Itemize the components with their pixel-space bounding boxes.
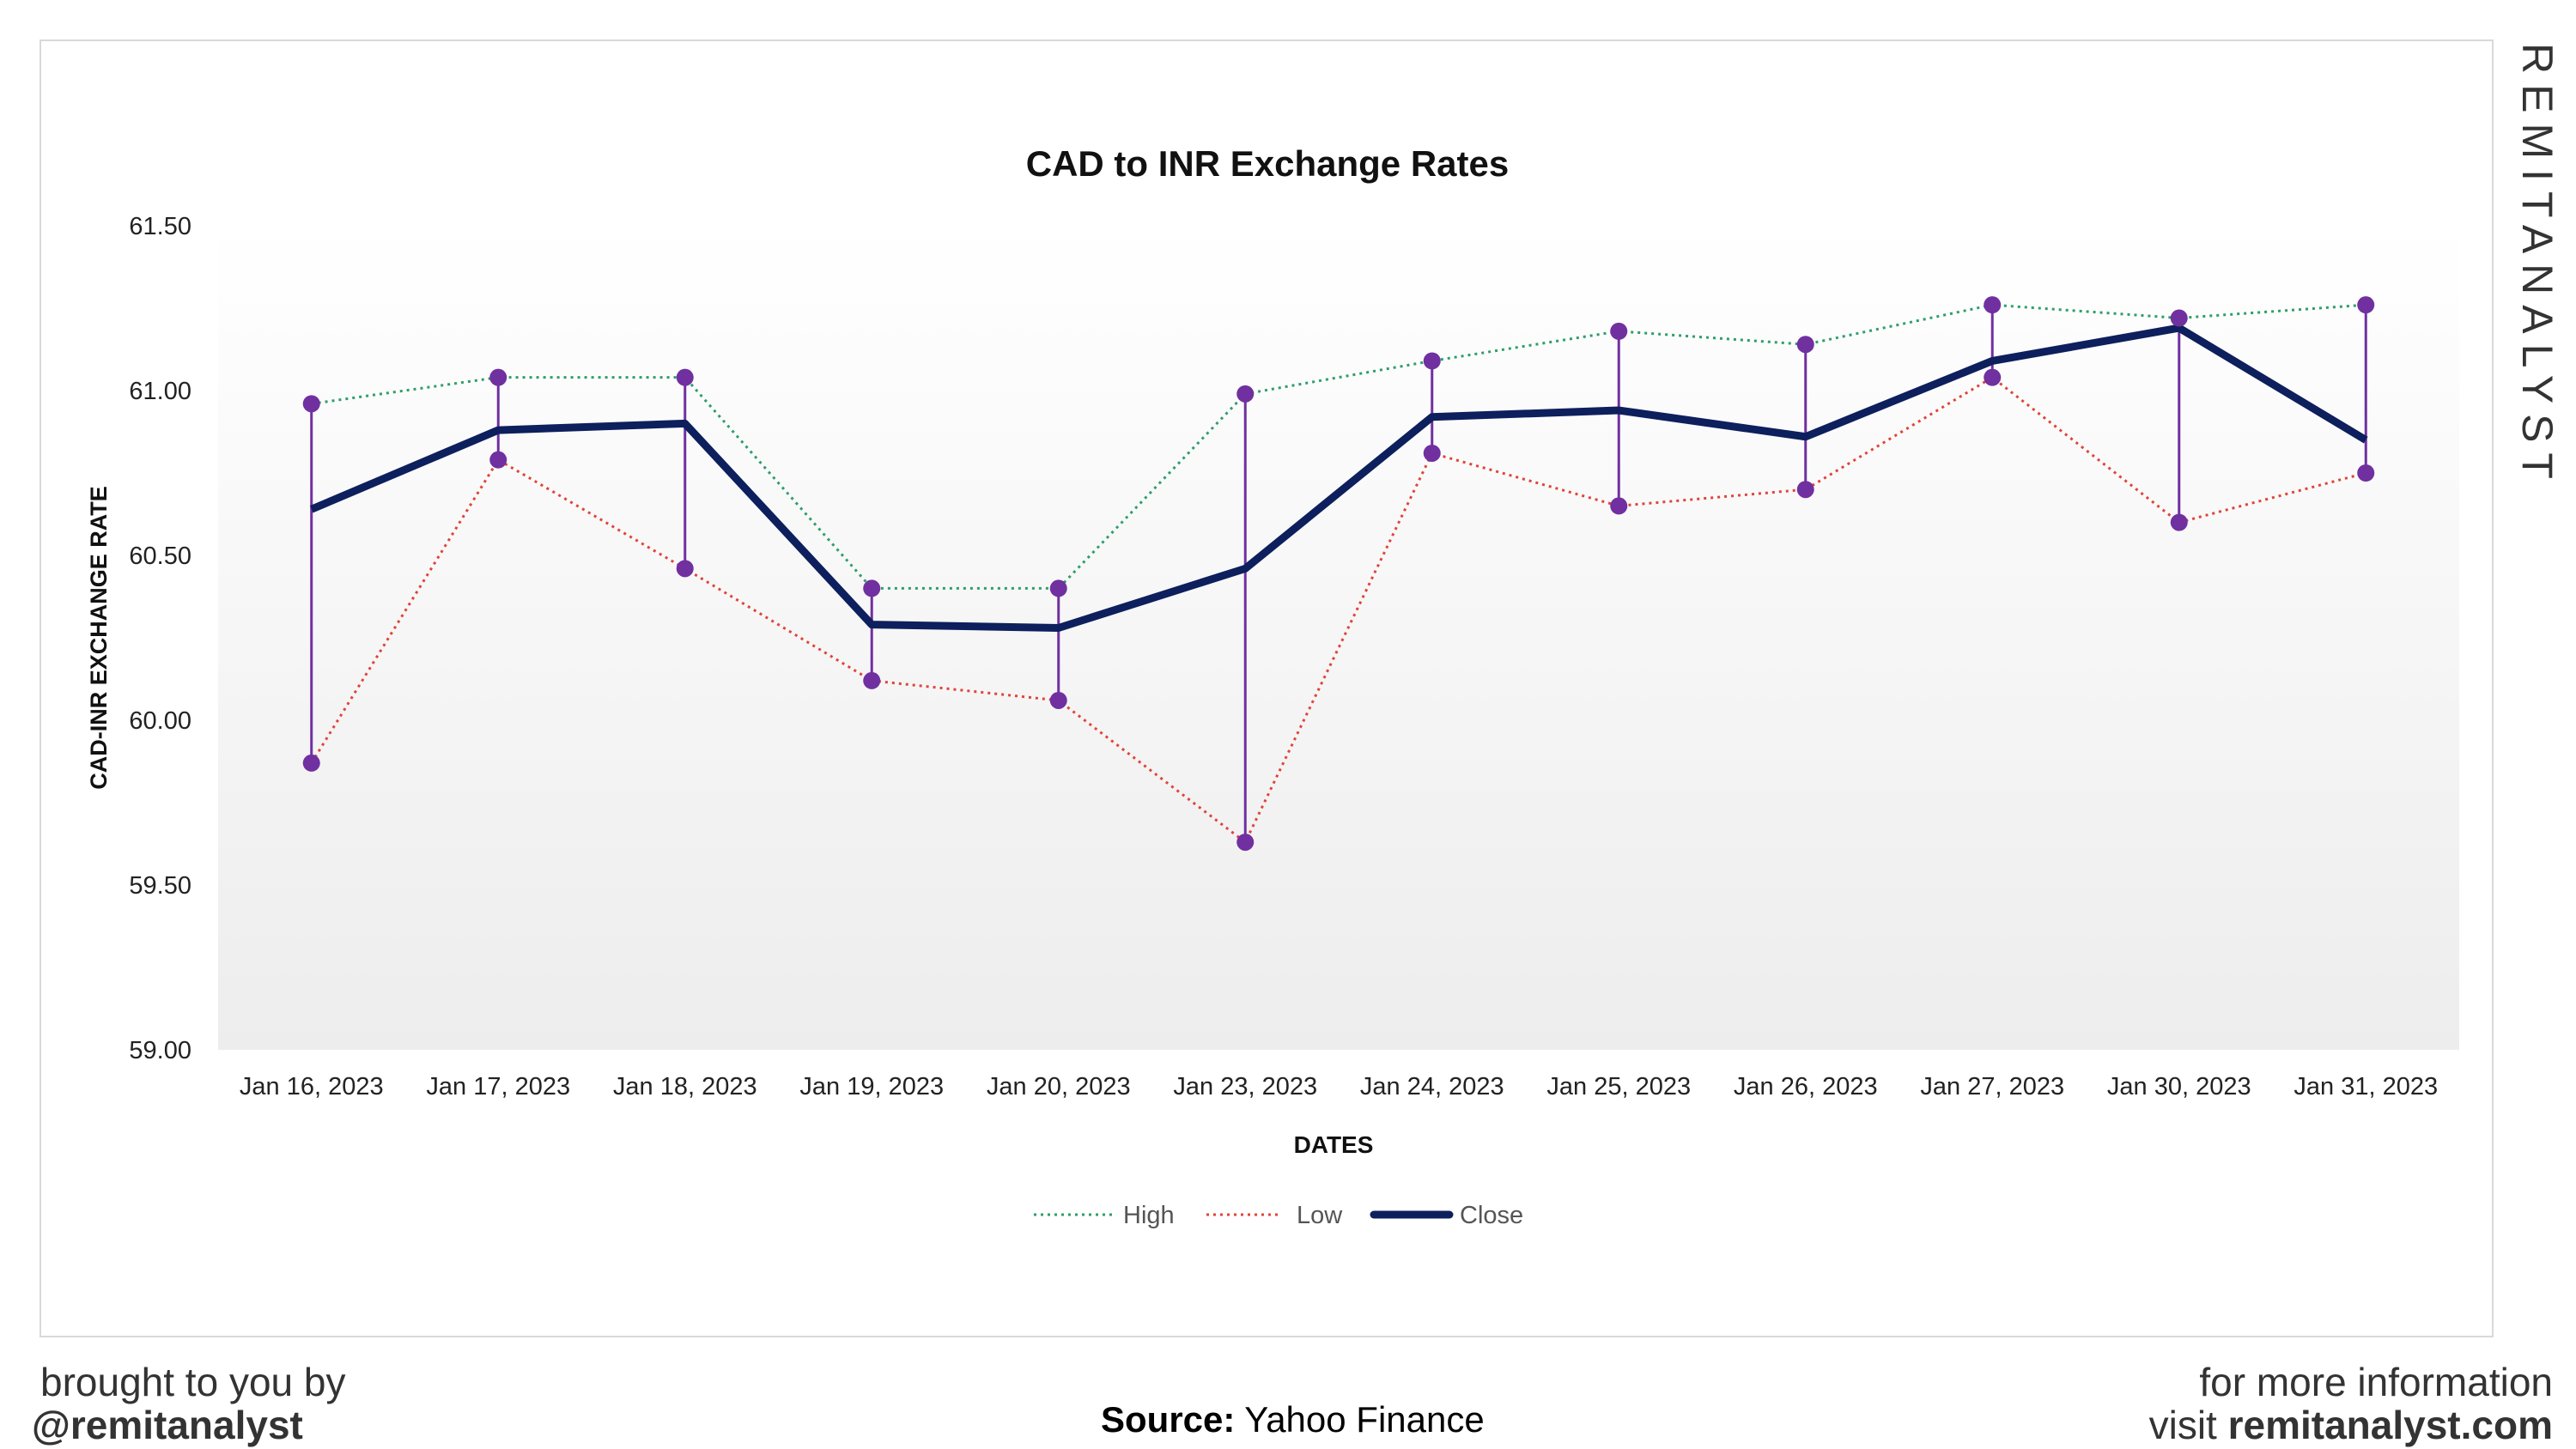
marker-low	[676, 560, 694, 578]
x-tick-label: Jan 24, 2023	[1360, 1073, 1504, 1100]
marker-high	[1236, 385, 1255, 403]
x-tick-label: Jan 25, 2023	[1546, 1073, 1691, 1100]
plot-area	[218, 226, 2459, 1050]
x-tick-label: Jan 17, 2023	[426, 1073, 570, 1100]
legend-label-close: Close	[1460, 1202, 1523, 1229]
x-tick-label: Jan 31, 2023	[2293, 1073, 2438, 1100]
y-tick-label: 61.50	[129, 213, 191, 240]
legend-label-high: High	[1123, 1202, 1175, 1229]
x-axis-label: DATES	[1294, 1131, 1374, 1158]
x-tick-label: Jan 23, 2023	[1173, 1073, 1317, 1100]
x-tick-label: Jan 16, 2023	[240, 1073, 384, 1100]
marker-high	[676, 368, 694, 386]
y-tick-label: 60.00	[129, 707, 191, 735]
marker-high	[2170, 309, 2188, 327]
footer-info: for more information visit remitanalyst.…	[2149, 1361, 2553, 1446]
marker-low	[1796, 481, 1814, 499]
x-tick-label: Jan 20, 2023	[987, 1073, 1131, 1100]
x-tick-label: Jan 19, 2023	[799, 1073, 944, 1100]
footer-info-line1: for more information	[2199, 1360, 2553, 1404]
source-value: Yahoo Finance	[1244, 1399, 1485, 1440]
source-label: Source:	[1101, 1399, 1236, 1440]
series-line-low	[310, 375, 2366, 845]
marker-high	[302, 395, 320, 413]
y-tick-label: 59.00	[129, 1037, 191, 1064]
marker-low	[302, 754, 320, 772]
footer-credit: brought to you by @remitanalyst	[32, 1360, 346, 1446]
footer-site-link[interactable]: remitanalyst.com	[2227, 1403, 2553, 1447]
brand-vertical-text: REMITANALYST	[2513, 43, 2561, 489]
series-line-high	[311, 303, 2366, 590]
chart-title: CAD to INR Exchange Rates	[1026, 143, 1509, 184]
legend-label-low: Low	[1297, 1202, 1343, 1229]
marker-high	[1049, 579, 1067, 597]
x-tick-label: Jan 26, 2023	[1734, 1073, 1878, 1100]
marker-low	[2170, 513, 2188, 531]
marker-low	[1984, 368, 2002, 386]
marker-high	[863, 579, 881, 597]
y-tick-label: 60.50	[129, 543, 191, 570]
footer-source: Source: Yahoo Finance	[1101, 1399, 1485, 1440]
x-tick-label: Jan 18, 2023	[613, 1073, 757, 1100]
x-tick-label: Jan 30, 2023	[2107, 1073, 2251, 1100]
marker-high	[1610, 322, 1628, 340]
brand-watermark: REMITANALYST	[2513, 43, 2566, 489]
y-tick-label: 61.00	[129, 378, 191, 405]
marker-low	[2357, 464, 2375, 482]
marker-high	[1423, 352, 1441, 370]
marker-high	[489, 368, 507, 386]
footer-visit-text: visit	[2148, 1403, 2217, 1447]
footer-info-line2: visit remitanalyst.com	[2149, 1404, 2553, 1446]
x-tick-label: Jan 27, 2023	[1920, 1073, 2064, 1100]
series-line-close	[309, 324, 2368, 632]
y-tick-label: 59.50	[129, 872, 191, 900]
marker-high	[1984, 296, 2002, 314]
marker-low	[489, 451, 507, 469]
marker-low	[1423, 444, 1441, 462]
footer-handle: @remitanalyst	[32, 1403, 303, 1447]
legend: High Low Close	[1034, 1202, 1523, 1229]
marker-low	[1236, 834, 1255, 852]
marker-high	[1796, 336, 1814, 354]
marker-low	[1049, 691, 1067, 709]
marker-low	[863, 671, 881, 689]
marker-low	[1610, 497, 1628, 515]
footer-credit-line1: brought to you by	[40, 1360, 346, 1404]
y-axis-label: CAD-INR EXCHANGE RATE	[86, 486, 112, 790]
marker-high	[2357, 296, 2375, 314]
